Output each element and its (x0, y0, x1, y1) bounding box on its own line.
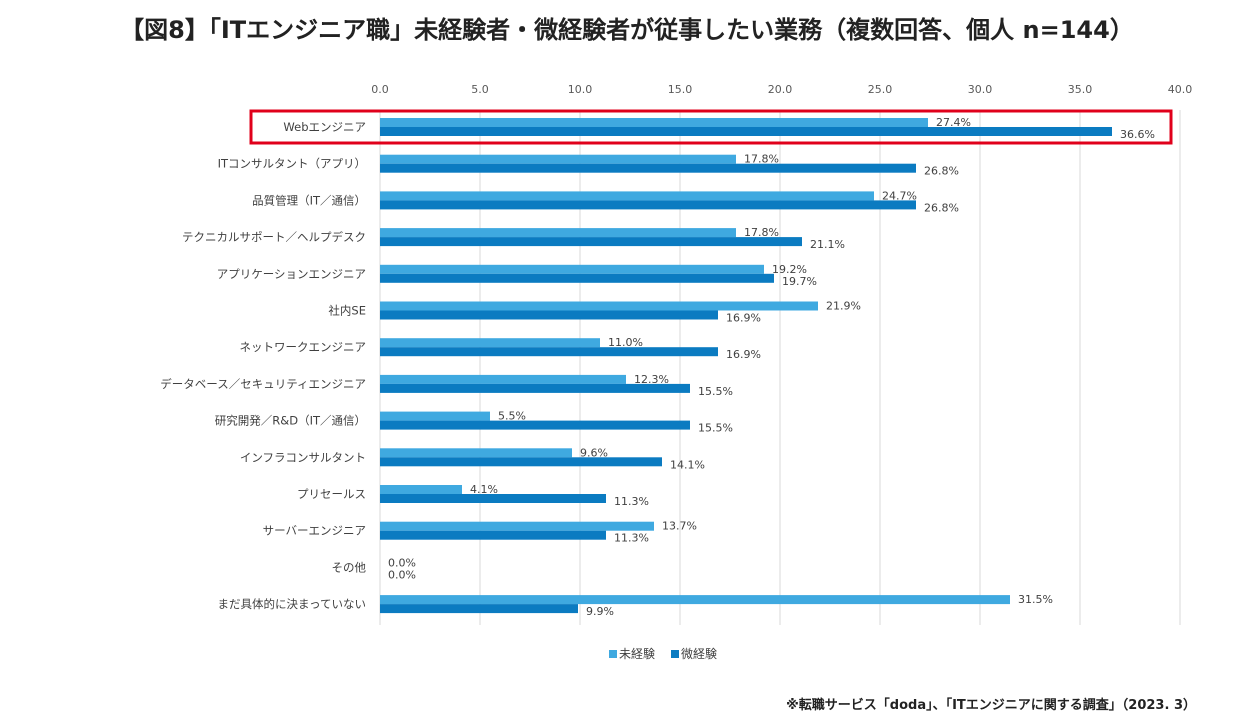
data-label: 5.5% (498, 410, 526, 423)
source-note: ※転職サービス「doda」、「ITエンジニアに関する調査」（2023. 3） (786, 698, 1196, 713)
data-label: 26.8% (924, 201, 959, 214)
data-label: 17.8% (744, 153, 779, 166)
bar-series-1 (380, 191, 874, 201)
bars (380, 118, 1112, 614)
legend-swatch (609, 650, 617, 658)
data-label: 9.6% (580, 446, 608, 459)
category-label: Webエンジニア (283, 120, 366, 134)
bar-series-2 (380, 127, 1112, 136)
bar-series-1 (380, 301, 818, 311)
bar-series-1 (380, 118, 928, 127)
bar-series-2 (380, 163, 916, 173)
bar-series-2 (380, 347, 718, 357)
legend-label: 微経験 (681, 646, 717, 661)
data-label: 16.9% (726, 312, 761, 325)
data-label: 31.5% (1018, 593, 1053, 606)
category-label: まだ具体的に決まっていない (218, 597, 366, 611)
grid-lines (379, 110, 1181, 625)
category-label: ITコンサルタント（アプリ） (218, 157, 366, 171)
category-label: アプリケーションエンジニア (217, 267, 366, 281)
data-labels: 27.4% 36.6% 17.8% 26.8% 24.7% 26.8% 17.8% 21.1%… (388, 116, 1155, 618)
highlight-box (249, 109, 1173, 145)
x-tick-label: 30.0 (968, 83, 993, 96)
bar-series-1 (380, 154, 736, 164)
data-label: 19.7% (782, 275, 817, 288)
legend-label: 未経験 (619, 646, 655, 661)
x-tick-label: 20.0 (768, 83, 793, 96)
category-label: サーバーエンジニア (263, 524, 366, 538)
category-label: その他 (332, 560, 367, 574)
x-tick-label: 35.0 (1068, 83, 1093, 96)
category-label: 社内SE (328, 304, 366, 318)
bar-series-1 (380, 485, 462, 494)
bar-series-1 (380, 448, 572, 458)
bar-series-2 (380, 604, 578, 614)
bar-series-1 (380, 374, 626, 384)
x-tick-label: 40.0 (1168, 83, 1193, 96)
bar-series-2 (380, 457, 662, 467)
bar-series-1 (380, 411, 490, 421)
data-label: 17.8% (744, 226, 779, 239)
data-label: 11.3% (614, 495, 649, 508)
category-label: ネットワークエンジニア (240, 340, 367, 354)
legend-swatch (671, 650, 679, 658)
data-label: 26.8% (924, 165, 959, 178)
data-label: 16.9% (726, 348, 761, 361)
bar-series-1 (380, 595, 1010, 605)
data-label: 14.1% (670, 458, 705, 471)
bar-series-2 (380, 420, 690, 430)
data-label: 21.9% (826, 300, 861, 313)
data-label: 0.0% (388, 568, 416, 581)
category-labels: Webエンジニア ITコンサルタント（アプリ） 品質管理（IT／通信） テクニカルサポ… (160, 120, 366, 611)
bar-series-2 (380, 273, 774, 283)
data-label: 4.1% (470, 483, 498, 496)
data-label: 9.9% (586, 605, 614, 618)
x-tick-label: 0.0 (371, 83, 389, 96)
data-label: 13.7% (662, 520, 697, 533)
category-label: 研究開発／R&D（IT／通信） (215, 414, 366, 428)
bar-series-2 (380, 383, 690, 393)
category-label: データベース／セキュリティエンジニア (160, 377, 366, 391)
data-label: 11.3% (614, 532, 649, 545)
category-label: 品質管理（IT／通信） (252, 193, 366, 207)
x-axis-ticks: 0.0 5.0 10.0 15.0 20.0 25.0 30.0 35.0 40.0 (371, 83, 1192, 96)
bar-series-2 (380, 494, 606, 503)
data-label: 15.5% (698, 422, 733, 435)
category-label: インフラコンサルタント (240, 450, 366, 464)
chart-title: 【図8】「ITエンジニア職」未経験者・微経験者が従事したい業務（複数回答、個人 … (120, 16, 1134, 44)
category-label: テクニカルサポート／ヘルプデスク (182, 230, 366, 244)
x-tick-label: 15.0 (668, 83, 693, 96)
category-label: プリセールス (297, 487, 366, 501)
data-label: 36.6% (1120, 128, 1155, 141)
legend: 未経験 微経験 (609, 646, 717, 661)
data-label: 15.5% (698, 385, 733, 398)
data-label: 24.7% (882, 189, 917, 202)
bar-series-1 (380, 228, 736, 238)
data-label: 0.0% (388, 556, 416, 569)
bar-series-1 (380, 338, 600, 348)
data-label: 11.0% (608, 336, 643, 349)
bar-series-1 (380, 264, 764, 274)
bar-series-1 (380, 521, 654, 531)
x-tick-label: 10.0 (568, 83, 593, 96)
bar-series-2 (380, 310, 718, 320)
data-label: 19.2% (772, 263, 807, 276)
x-tick-label: 25.0 (868, 83, 893, 96)
bar-series-2 (380, 237, 802, 247)
bar-series-2 (380, 530, 606, 540)
data-label: 21.1% (810, 238, 845, 251)
data-label: 27.4% (936, 116, 971, 129)
bar-series-2 (380, 200, 916, 210)
x-tick-label: 5.0 (471, 83, 489, 96)
data-label: 12.3% (634, 373, 669, 386)
highlight-rectangle (249, 109, 1173, 145)
